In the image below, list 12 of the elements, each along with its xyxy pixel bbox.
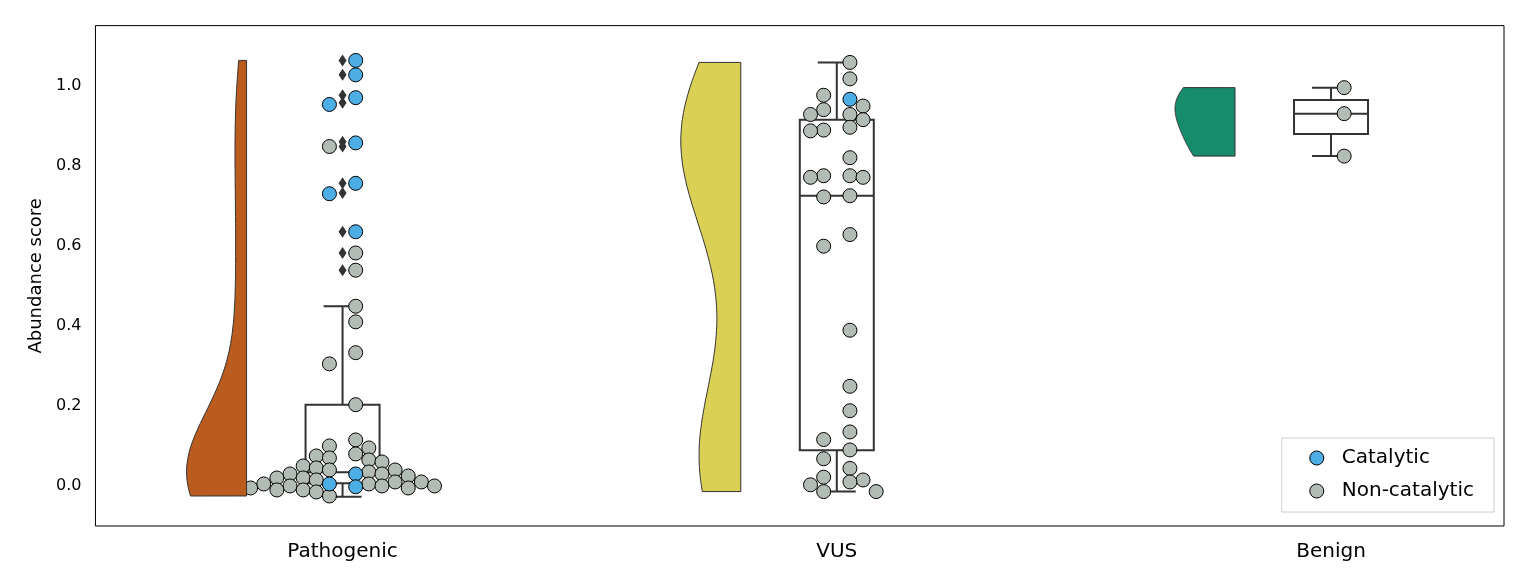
y-tick-label: 0.8: [55, 154, 82, 174]
y-axis-title: Abundance score: [23, 198, 45, 354]
x-tick-label: Benign: [1296, 538, 1366, 563]
legend-label: Non-catalytic: [1341, 477, 1475, 502]
y-tick-label: 0.4: [55, 315, 82, 334]
x-tick-label: Pathogenic: [287, 538, 398, 563]
x-tick-label: VUS: [816, 538, 858, 563]
y-tick-label: 0.6: [55, 234, 82, 254]
legend-label: Catalytic: [1341, 444, 1430, 469]
y-tick-label: 0.2: [55, 395, 82, 415]
y-tick-label: 0.0: [55, 475, 82, 495]
y-tick-label: 1.0: [55, 74, 82, 94]
